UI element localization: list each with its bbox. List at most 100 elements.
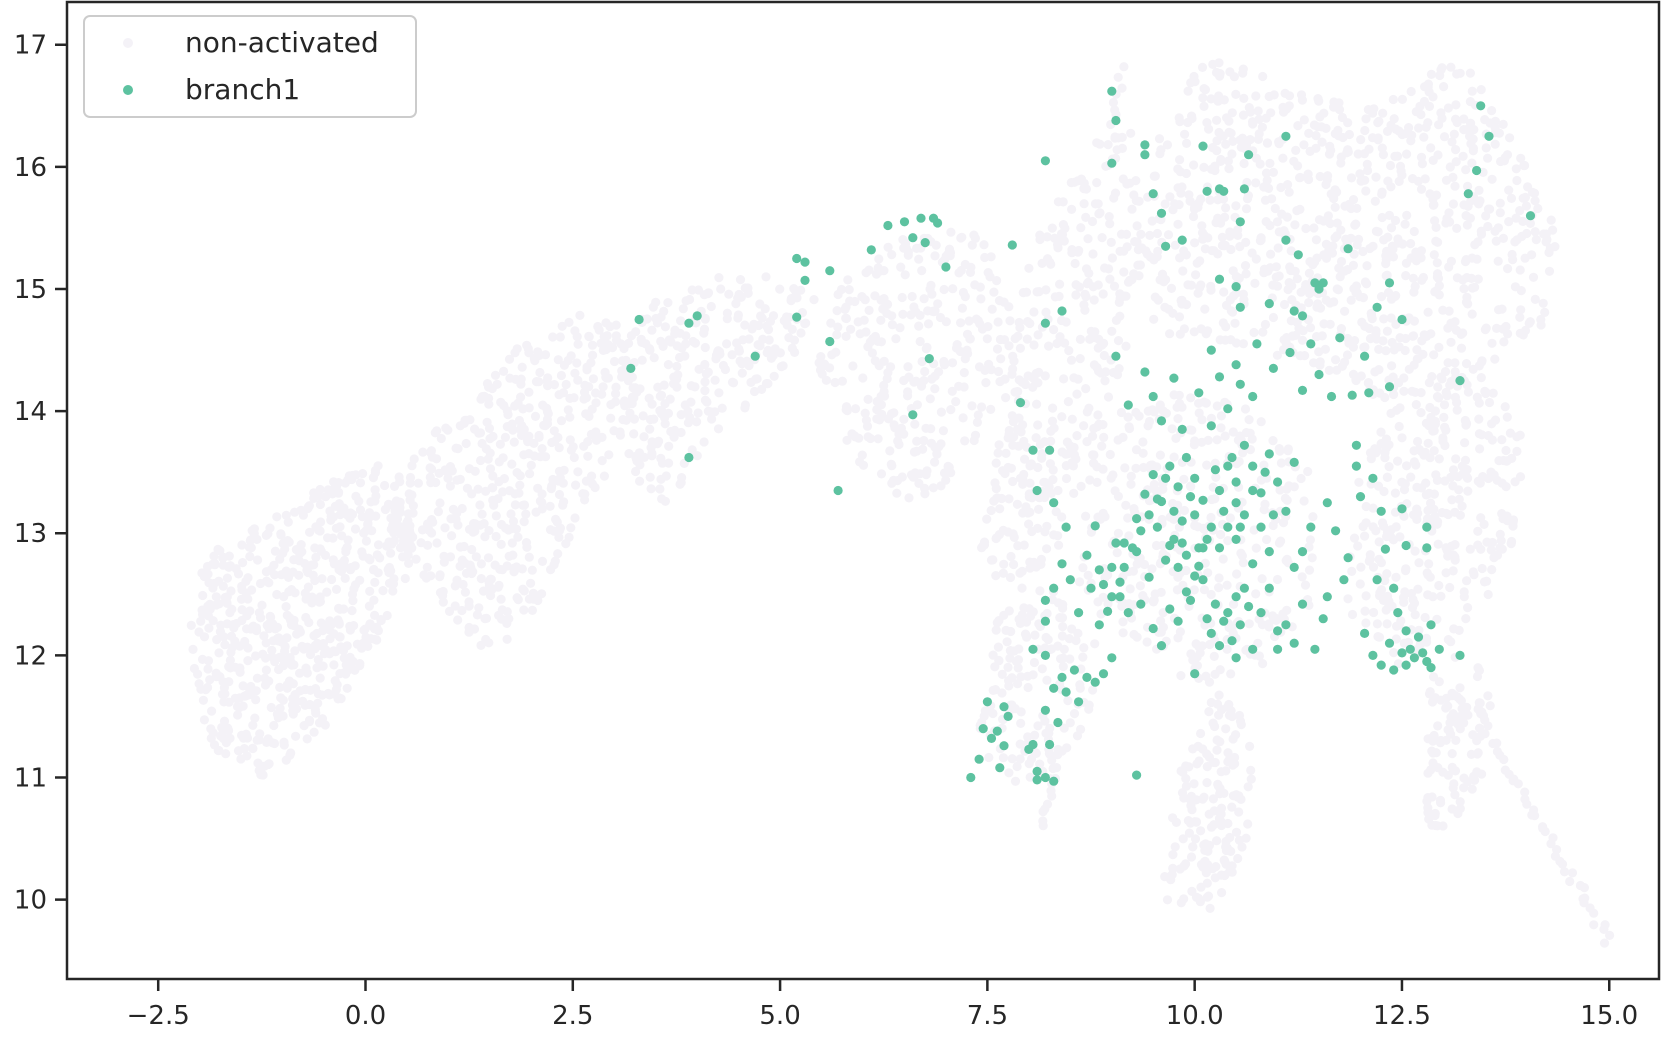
point-non-activated (408, 501, 418, 511)
point-non-activated (1105, 219, 1115, 229)
point-non-activated (832, 330, 842, 340)
point-non-activated (604, 450, 614, 460)
point-non-activated (1290, 220, 1300, 230)
point-non-activated (1110, 486, 1120, 496)
point-non-activated (1110, 188, 1121, 198)
point-non-activated (1241, 428, 1251, 438)
point-non-activated (270, 624, 280, 634)
point-non-activated (1346, 295, 1356, 305)
point-non-activated (1003, 433, 1013, 443)
point-non-activated (1189, 779, 1199, 789)
point-non-activated (1512, 175, 1522, 186)
point-non-activated (1165, 871, 1175, 882)
point-non-activated (370, 496, 380, 506)
point-non-activated (864, 305, 874, 315)
point-non-activated (1018, 288, 1028, 298)
point-non-activated (1216, 767, 1226, 777)
point-non-activated (209, 740, 220, 750)
point-non-activated (1425, 572, 1435, 582)
point-non-activated (964, 316, 974, 326)
point-non-activated (1589, 908, 1599, 918)
point-non-activated (897, 292, 907, 303)
point-non-activated (1311, 235, 1321, 245)
point-non-activated (1072, 731, 1083, 741)
point-non-activated (1219, 287, 1229, 297)
point-non-activated (690, 338, 701, 348)
point-non-activated (903, 362, 913, 372)
point-non-activated (1212, 435, 1222, 445)
point-branch1 (1389, 665, 1399, 675)
point-non-activated (1023, 682, 1033, 693)
point-branch1 (1206, 628, 1216, 639)
point-non-activated (468, 567, 478, 577)
point-non-activated (1432, 614, 1442, 624)
point-non-activated (893, 436, 903, 446)
point-branch1 (899, 217, 910, 227)
point-non-activated (1448, 783, 1458, 793)
point-non-activated (279, 740, 289, 750)
point-non-activated (993, 366, 1004, 377)
point-non-activated (939, 284, 949, 295)
point-non-activated (311, 552, 321, 563)
point-non-activated (1484, 397, 1495, 408)
point-non-activated (1450, 552, 1460, 562)
point-non-activated (919, 294, 929, 304)
point-non-activated (1145, 230, 1155, 240)
point-non-activated (1037, 664, 1047, 674)
point-non-activated (1057, 412, 1067, 422)
point-non-activated (1400, 587, 1410, 597)
point-non-activated (524, 387, 534, 397)
point-non-activated (1544, 247, 1554, 258)
point-non-activated (261, 665, 271, 675)
point-non-activated (882, 308, 892, 318)
point-non-activated (761, 379, 772, 389)
point-non-activated (1304, 542, 1314, 552)
point-non-activated (1435, 738, 1445, 748)
point-non-activated (1203, 568, 1213, 578)
point-non-activated (832, 306, 842, 316)
point-branch1 (1040, 156, 1050, 166)
point-non-activated (1275, 485, 1285, 495)
point-non-activated (621, 415, 631, 425)
point-non-activated (227, 643, 237, 653)
point-non-activated (1450, 181, 1460, 191)
point-branch1 (999, 702, 1009, 712)
point-non-activated (1384, 375, 1394, 385)
point-non-activated (1349, 249, 1359, 259)
point-non-activated (998, 466, 1008, 476)
point-non-activated (647, 451, 657, 461)
point-non-activated (1231, 338, 1241, 348)
point-non-activated (1349, 533, 1360, 543)
point-non-activated (1192, 258, 1202, 268)
point-non-activated (1053, 531, 1063, 541)
point-non-activated (1502, 412, 1512, 422)
point-non-activated (1427, 372, 1437, 382)
point-non-activated (796, 328, 806, 338)
point-non-activated (846, 324, 856, 334)
point-non-activated (1008, 364, 1018, 374)
point-non-activated (1459, 587, 1469, 597)
point-non-activated (499, 366, 509, 376)
point-non-activated (1196, 728, 1206, 739)
point-non-activated (649, 353, 659, 363)
point-non-activated (1434, 454, 1444, 464)
point-non-activated (1075, 354, 1085, 364)
point-non-activated (1429, 250, 1439, 260)
point-non-activated (1429, 446, 1439, 456)
point-non-activated (1448, 566, 1458, 576)
point-non-activated (545, 501, 555, 511)
point-non-activated (1459, 125, 1469, 135)
point-non-activated (1292, 274, 1302, 284)
point-non-activated (1149, 314, 1159, 324)
point-non-activated (617, 366, 627, 376)
point-non-activated (1361, 114, 1371, 124)
point-non-activated (1033, 462, 1043, 473)
point-non-activated (1041, 728, 1051, 738)
point-branch1 (1223, 404, 1233, 414)
point-non-activated (1115, 289, 1125, 299)
point-non-activated (548, 332, 558, 342)
point-non-activated (979, 240, 989, 250)
point-non-activated (1450, 540, 1460, 550)
point-non-activated (1075, 334, 1085, 344)
point-non-activated (617, 356, 628, 366)
